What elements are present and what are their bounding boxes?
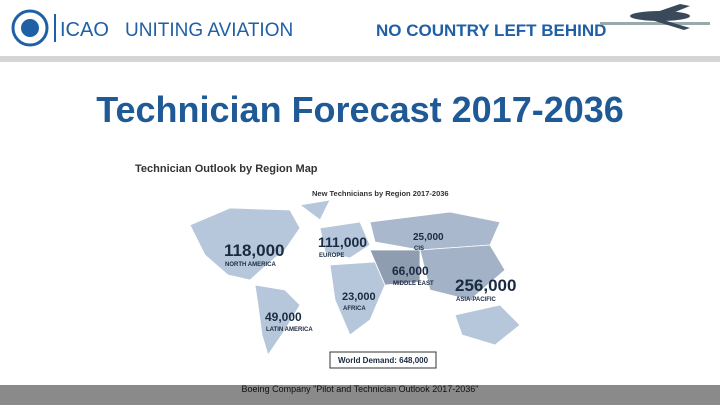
region-value: 118,000 (224, 241, 285, 260)
slide-title: Technician Forecast 2017-2036 (96, 89, 624, 130)
icao-globe (21, 19, 39, 37)
header-rule (0, 56, 720, 62)
footer: Boeing Company "Pilot and Technician Out… (241, 384, 479, 394)
region-name: CIS (414, 246, 424, 252)
campaign: NO COUNTRY LEFT BEHIND (376, 21, 606, 40)
region-name: NORTH AMERICA (225, 262, 276, 268)
australia (454, 304, 521, 346)
asia (419, 244, 506, 301)
world-map (189, 199, 521, 356)
icao-emblem (11, 9, 49, 47)
total-box (329, 351, 437, 369)
map-title: Technician Outlook by Region Map (135, 163, 318, 175)
map-subtitle: New Technicians by Region 2017-2036 (312, 189, 449, 198)
org-name: ICAO (60, 19, 109, 41)
middle-east (369, 249, 421, 286)
region-name: LATIN AMERICA (266, 327, 313, 333)
north-america (189, 207, 301, 281)
region-name: MIDDLE EAST (393, 281, 434, 287)
greenland (299, 199, 331, 221)
total: World Demand: 648,000 (338, 356, 429, 365)
region-value: 23,000 (342, 291, 376, 303)
region-value: 49,000 (265, 310, 302, 324)
region-name: EUROPE (319, 253, 344, 259)
region-value: 111,000 (318, 234, 367, 250)
region-value: 256,000 (455, 276, 516, 295)
slogan: UNITING AVIATION (125, 20, 293, 41)
header-band (0, 0, 720, 58)
region-value: 66,000 (392, 264, 429, 278)
south-america (254, 284, 301, 356)
europe (319, 221, 371, 259)
footer-wrap: Boeing Company "Pilot and Technician Out… (241, 384, 479, 394)
airplane (600, 4, 710, 30)
region-name: AFRICA (343, 306, 366, 312)
region-value: 25,000 (413, 232, 444, 243)
region-name: ASIA-PACIFIC (456, 297, 497, 303)
footer-band (0, 385, 720, 405)
